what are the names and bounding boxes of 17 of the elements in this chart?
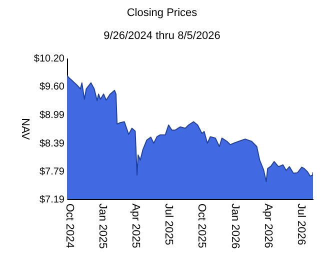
x-tick-label: Oct 2024 <box>63 204 76 248</box>
y-tick-label: $8.99 <box>39 110 65 122</box>
x-tick-label: Jul 2025 <box>162 204 174 246</box>
chart-subtitle: 9/26/2024 thru 8/5/2026 <box>104 30 220 42</box>
y-tick-label: $8.39 <box>39 138 65 150</box>
y-tick-label: $10.20 <box>34 54 65 64</box>
chart-title: Closing Prices <box>126 7 198 19</box>
x-tick-label: Oct 2025 <box>196 204 208 248</box>
x-tick-label: Jan 2026 <box>229 204 242 249</box>
y-tick-label: $9.60 <box>39 82 65 93</box>
x-tick-label: Apr 2025 <box>129 204 142 248</box>
y-tick-label: $7.19 <box>39 194 65 206</box>
y-axis-title: NAV <box>18 118 31 141</box>
x-tick-label: Jul 2026 <box>294 204 307 246</box>
x-tick-label: Jan 2025 <box>96 204 109 249</box>
y-tick-label: $7.79 <box>39 166 65 178</box>
x-tick-label: Apr 2026 <box>262 204 274 248</box>
